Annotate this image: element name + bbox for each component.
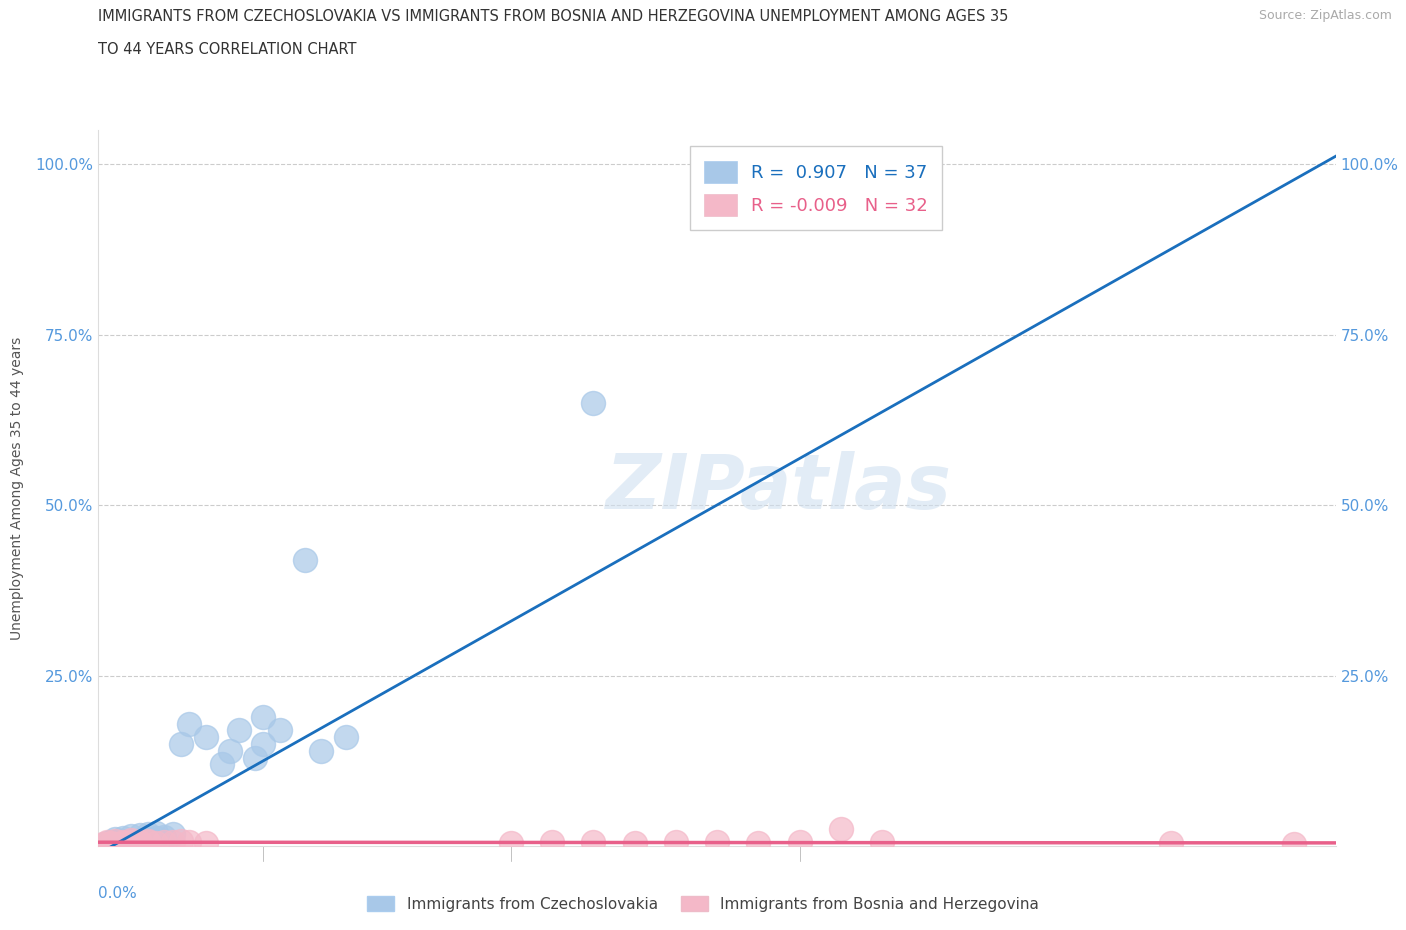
Point xyxy=(104,834,127,849)
Point xyxy=(128,828,150,843)
Text: ZIPatlas: ZIPatlas xyxy=(606,451,952,525)
Point xyxy=(747,835,769,850)
Point xyxy=(170,833,193,848)
Text: 0.0%: 0.0% xyxy=(98,885,138,900)
Y-axis label: Unemployment Among Ages 35 to 44 years: Unemployment Among Ages 35 to 44 years xyxy=(10,337,24,640)
Point xyxy=(541,834,564,849)
Point xyxy=(228,723,250,737)
Point xyxy=(100,836,122,851)
Point xyxy=(112,830,135,845)
Point xyxy=(94,837,117,852)
Point xyxy=(582,835,605,850)
Legend: Immigrants from Czechoslovakia, Immigrants from Bosnia and Herzegovina: Immigrants from Czechoslovakia, Immigran… xyxy=(361,889,1045,918)
Point xyxy=(179,716,201,731)
Point xyxy=(100,835,122,850)
Point xyxy=(96,835,118,850)
Point xyxy=(120,829,142,844)
Point xyxy=(97,838,120,853)
Point xyxy=(104,837,127,852)
Point xyxy=(162,827,184,842)
Point xyxy=(219,743,242,758)
Point xyxy=(243,751,266,765)
Point xyxy=(104,832,127,847)
Point xyxy=(706,835,728,850)
Point xyxy=(912,157,935,172)
Point xyxy=(91,836,114,851)
Point xyxy=(162,835,184,850)
Point xyxy=(294,552,316,567)
Point xyxy=(136,835,159,850)
Point xyxy=(136,832,159,847)
Point xyxy=(269,723,291,737)
Legend: R =  0.907   N = 37, R = -0.009   N = 32: R = 0.907 N = 37, R = -0.009 N = 32 xyxy=(690,146,942,230)
Point xyxy=(120,835,142,850)
Point xyxy=(136,833,159,848)
Point xyxy=(1284,837,1306,852)
Point xyxy=(309,743,332,758)
Point xyxy=(623,835,645,850)
Point xyxy=(128,834,150,849)
Point xyxy=(153,830,176,844)
Point xyxy=(145,825,167,840)
Point xyxy=(789,834,811,849)
Point xyxy=(252,710,274,724)
Point xyxy=(252,737,274,751)
Text: IMMIGRANTS FROM CZECHOSLOVAKIA VS IMMIGRANTS FROM BOSNIA AND HERZEGOVINA UNEMPLO: IMMIGRANTS FROM CZECHOSLOVAKIA VS IMMIGR… xyxy=(98,9,1008,24)
Point xyxy=(112,834,135,849)
Point xyxy=(136,827,159,842)
Text: TO 44 YEARS CORRELATION CHART: TO 44 YEARS CORRELATION CHART xyxy=(98,42,357,57)
Point xyxy=(112,833,135,848)
Point xyxy=(104,836,127,851)
Point xyxy=(145,835,167,850)
Point xyxy=(170,737,193,751)
Text: Source: ZipAtlas.com: Source: ZipAtlas.com xyxy=(1258,9,1392,22)
Point xyxy=(194,835,217,850)
Point xyxy=(335,730,357,745)
Point xyxy=(870,835,893,850)
Point xyxy=(128,833,150,848)
Point xyxy=(211,757,233,772)
Point xyxy=(120,832,142,847)
Point xyxy=(153,834,176,849)
Point xyxy=(665,834,688,849)
Point xyxy=(104,833,127,848)
Point xyxy=(179,834,201,849)
Point xyxy=(1160,835,1182,850)
Point xyxy=(194,730,217,745)
Point xyxy=(499,835,522,850)
Point xyxy=(120,835,142,850)
Point xyxy=(96,835,118,850)
Point xyxy=(112,835,135,850)
Point xyxy=(108,836,131,851)
Point xyxy=(112,835,135,850)
Point xyxy=(145,830,167,845)
Point xyxy=(128,835,150,850)
Point xyxy=(582,395,605,410)
Point xyxy=(830,822,852,837)
Point xyxy=(100,835,122,850)
Point xyxy=(96,837,118,852)
